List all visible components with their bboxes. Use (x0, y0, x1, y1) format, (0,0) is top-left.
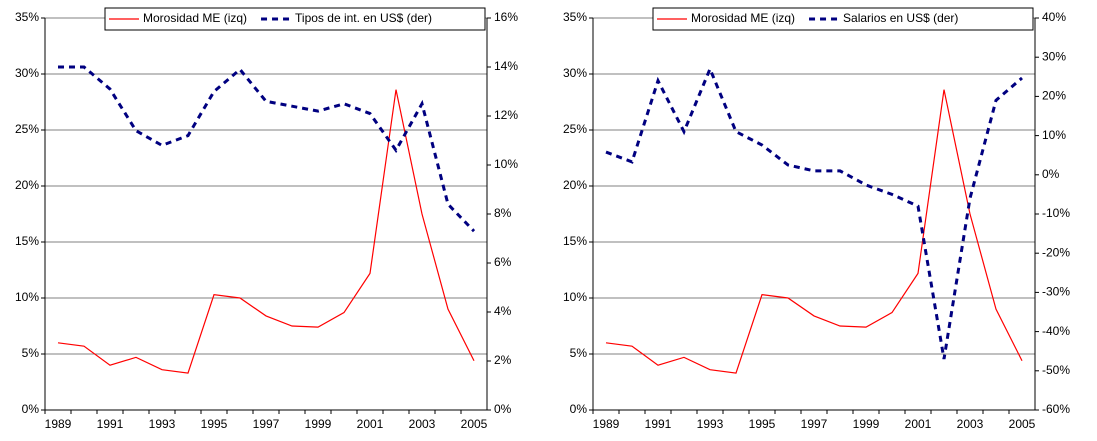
y2-tick-label: 6% (494, 255, 512, 269)
y2-tick-label: 10% (1042, 128, 1066, 142)
y-tick-label: 0% (22, 402, 40, 416)
y2-tick-label: 40% (1042, 10, 1066, 24)
y2-tick-label: -50% (1042, 363, 1070, 377)
x-tick-label: 2001 (357, 417, 384, 431)
series-line (605, 89, 1023, 374)
x-tick-label: 1991 (645, 417, 672, 431)
x-tick-label: 1997 (801, 417, 828, 431)
x-tick-label: 2005 (461, 417, 488, 431)
y2-tick-label: -10% (1042, 206, 1070, 220)
x-tick-label: 1993 (149, 417, 176, 431)
y-tick-label: 5% (22, 346, 40, 360)
y-tick-label: 35% (563, 10, 587, 24)
y-tick-label: 10% (15, 290, 39, 304)
y-tick-label: 20% (15, 178, 39, 192)
legend-box (652, 7, 1034, 31)
y2-tick-label: -40% (1042, 324, 1070, 338)
y-tick-label: 35% (15, 10, 39, 24)
y-tick-label: 15% (15, 234, 39, 248)
y-tick-label: 20% (563, 178, 587, 192)
x-tick-label: 1999 (305, 417, 332, 431)
legend-box (104, 7, 486, 31)
y-tick-label: 5% (570, 346, 588, 360)
y-tick-label: 30% (563, 66, 587, 80)
series-line (605, 65, 1023, 360)
y2-tick-label: 12% (494, 108, 518, 122)
x-tick-label: 1999 (853, 417, 880, 431)
x-tick-label: 2005 (1009, 417, 1036, 431)
y-tick-label: 0% (570, 402, 588, 416)
y2-tick-label: -30% (1042, 285, 1070, 299)
y2-tick-label: 10% (494, 157, 518, 171)
legend-label: Morosidad ME (izq) (691, 11, 795, 25)
y2-tick-label: -60% (1042, 402, 1070, 416)
y2-tick-label: 2% (494, 353, 512, 367)
y-tick-label: 10% (563, 290, 587, 304)
y2-tick-label: -20% (1042, 245, 1070, 259)
x-tick-label: 1993 (697, 417, 724, 431)
x-tick-label: 1995 (749, 417, 776, 431)
x-tick-label: 1997 (253, 417, 280, 431)
x-tick-label: 2003 (957, 417, 984, 431)
x-tick-label: 1991 (97, 417, 124, 431)
y-tick-label: 25% (15, 122, 39, 136)
y2-tick-label: 0% (494, 402, 512, 416)
y2-tick-label: 8% (494, 206, 512, 220)
y-tick-label: 30% (15, 66, 39, 80)
x-tick-label: 2001 (905, 417, 932, 431)
legend-label: Salarios en US$ (der) (843, 11, 958, 25)
y2-tick-label: 20% (1042, 89, 1066, 103)
x-tick-label: 1989 (45, 417, 72, 431)
legend-label: Tipos de int. en US$ (der) (295, 11, 432, 25)
legend-label: Morosidad ME (izq) (143, 11, 247, 25)
y-tick-label: 25% (563, 122, 587, 136)
y2-tick-label: 16% (494, 10, 518, 24)
x-tick-label: 2003 (409, 417, 436, 431)
series-line (58, 65, 476, 233)
y2-tick-label: 30% (1042, 49, 1066, 63)
series-line (57, 89, 475, 374)
y-tick-label: 15% (563, 234, 587, 248)
y2-tick-label: 4% (494, 304, 512, 318)
y2-tick-label: 0% (1042, 167, 1060, 181)
x-tick-label: 1995 (201, 417, 228, 431)
y2-tick-label: 14% (494, 59, 518, 73)
x-tick-label: 1989 (593, 417, 620, 431)
